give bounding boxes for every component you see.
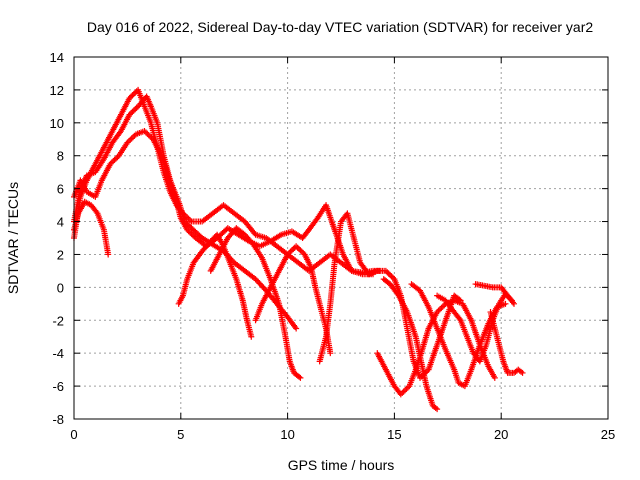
data-point <box>403 385 410 392</box>
y-tick-label: 12 <box>50 83 64 98</box>
data-point <box>130 107 137 114</box>
data-point <box>511 300 518 307</box>
data-point <box>132 89 139 96</box>
y-tick-label: -8 <box>52 412 64 427</box>
series-sat-f <box>207 225 304 381</box>
data-point <box>384 269 391 276</box>
y-tick-label: 2 <box>57 247 64 262</box>
data-point <box>387 272 394 279</box>
data-point <box>297 374 304 381</box>
data-point <box>129 92 136 99</box>
y-tick-label: 10 <box>50 116 64 131</box>
data-point <box>248 333 255 340</box>
data-point <box>105 251 112 258</box>
data-point <box>129 108 136 115</box>
data-point <box>434 406 441 413</box>
x-tick-label: 5 <box>177 427 184 442</box>
data-point <box>295 245 302 252</box>
data-point <box>132 106 139 113</box>
data-point <box>402 387 409 394</box>
data-point <box>127 136 134 143</box>
plot-frame <box>73 56 609 420</box>
series-sat-j <box>380 276 441 413</box>
data-points <box>71 86 526 413</box>
x-tick-label: 15 <box>387 427 401 442</box>
data-point <box>293 243 300 250</box>
y-tick-label: 14 <box>50 50 64 65</box>
data-point <box>298 248 305 255</box>
data-point <box>293 325 300 332</box>
data-point <box>519 369 526 376</box>
y-tick-label: -4 <box>52 346 64 361</box>
series-sat-m <box>472 281 518 307</box>
data-point <box>297 247 304 254</box>
series-sat-h <box>316 210 464 381</box>
y-tick-label: 4 <box>57 215 64 230</box>
data-point <box>400 388 407 395</box>
data-point <box>436 306 443 313</box>
x-tick-labels: 0 5 10 15 20 25 <box>70 427 615 442</box>
data-point <box>142 129 149 136</box>
x-tick-label: 25 <box>601 427 615 442</box>
x-axis-label: GPS time / hours <box>288 457 395 473</box>
data-point <box>439 303 446 310</box>
data-point <box>113 155 120 162</box>
data-point <box>288 247 295 254</box>
data-point <box>128 135 135 142</box>
y-tick-label: 6 <box>57 182 64 197</box>
series-sat-g <box>252 243 334 357</box>
data-point <box>388 273 395 280</box>
data-point <box>438 304 445 311</box>
data-point <box>111 156 118 163</box>
data-point <box>491 374 498 381</box>
x-tick-label: 10 <box>280 427 294 442</box>
data-point <box>110 158 117 165</box>
chart-title: Day 016 of 2022, Sidereal Day-to-day VTE… <box>87 19 593 35</box>
data-point <box>290 245 297 252</box>
axis-ticks <box>73 56 609 420</box>
x-tick-label: 0 <box>70 427 77 442</box>
y-tick-label: -6 <box>52 379 64 394</box>
data-point <box>145 132 152 139</box>
data-point <box>509 299 516 306</box>
y-tick-label: 0 <box>57 280 64 295</box>
data-point <box>327 350 334 357</box>
data-point <box>385 270 392 277</box>
grid-layer <box>74 57 608 419</box>
data-point <box>456 315 463 322</box>
data-point <box>130 134 137 141</box>
series-sat-n <box>487 309 526 376</box>
y-axis-label: SDTVAR / TECUs <box>5 182 21 294</box>
y-tick-labels: -8 -6 -4 -2 0 2 4 6 8 10 12 14 <box>50 50 64 427</box>
series-sat-d <box>71 198 112 258</box>
x-tick-label: 20 <box>494 427 508 442</box>
data-point <box>294 244 301 251</box>
y-tick-label: -2 <box>52 313 64 328</box>
data-point <box>296 373 303 380</box>
y-tick-label: 8 <box>57 149 64 164</box>
data-point <box>93 208 100 215</box>
data-point <box>502 300 509 307</box>
